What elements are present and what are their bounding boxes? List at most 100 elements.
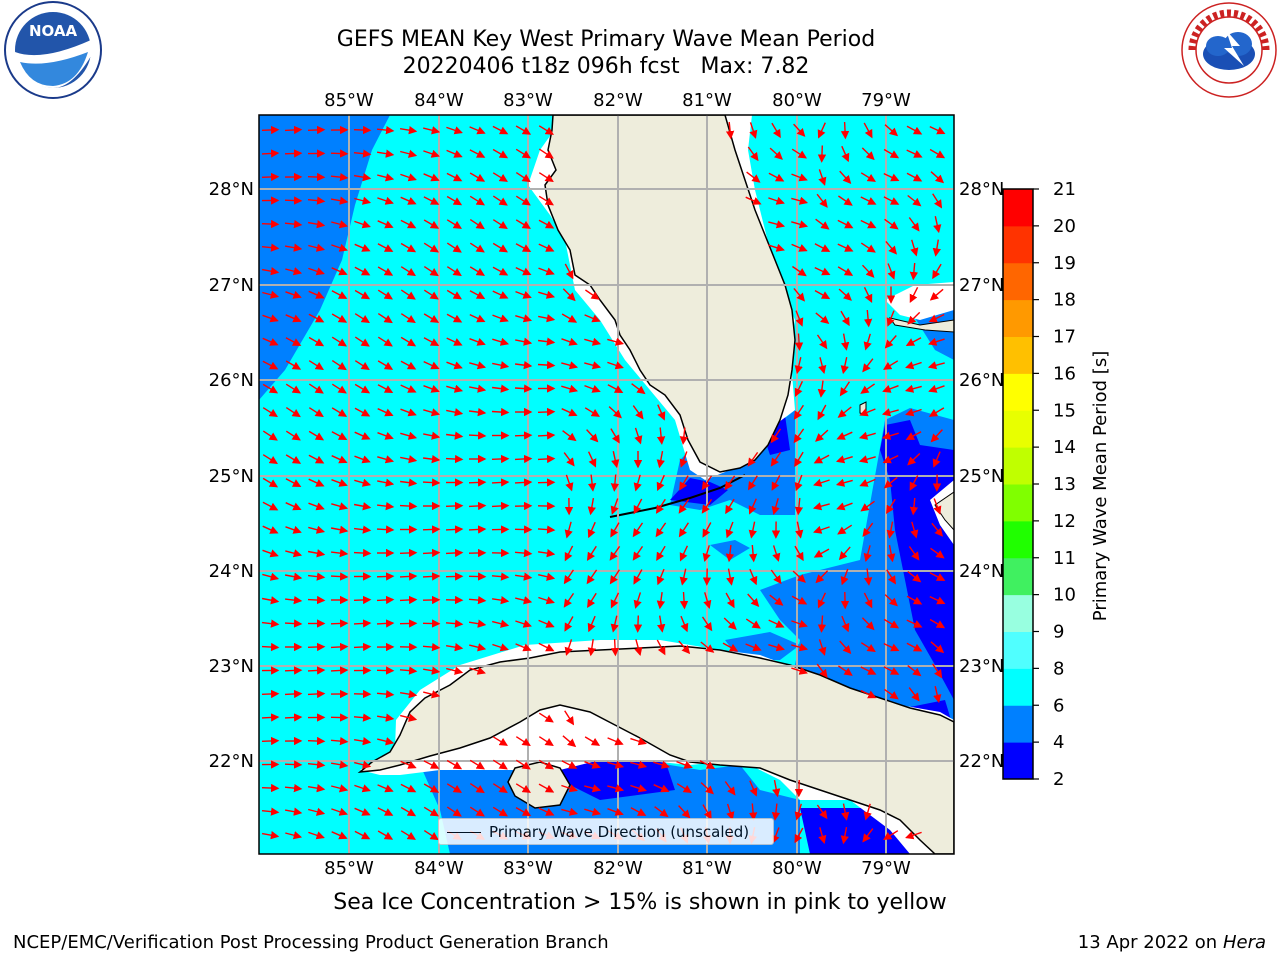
wave-arrow: [610, 522, 620, 538]
wave-arrow: [678, 640, 691, 655]
wave-arrow: [656, 545, 666, 561]
lat-labels-right: 28°N 27°N 26°N 25°N 24°N 23°N 22°N: [959, 179, 1004, 772]
wave-arrow: [400, 806, 417, 817]
wave-arrow: [929, 618, 946, 629]
wave-arrow: [817, 122, 826, 139]
wave-arrow: [308, 807, 326, 816]
wave-arrow: [907, 452, 921, 466]
wave-arrow: [377, 384, 394, 393]
colorbar-tick-label: 17: [1053, 327, 1076, 348]
wave-arrow: [768, 619, 785, 628]
wave-arrow: [492, 384, 510, 393]
wave-arrow: [377, 243, 394, 252]
wave-arrow: [863, 592, 873, 609]
wave-arrow: [515, 643, 532, 652]
wave-arrow: [330, 760, 349, 769]
wave-arrow: [883, 360, 899, 370]
wave-arrow: [308, 360, 324, 371]
wave-arrow: [376, 149, 395, 158]
wave-arrow: [817, 592, 827, 609]
wave-arrow: [817, 615, 827, 633]
wave-arrow: [492, 195, 508, 206]
wave-arrow: [538, 596, 555, 605]
wave-arrow: [262, 549, 279, 558]
wave-arrow: [630, 737, 647, 746]
wave-arrow: [929, 148, 946, 159]
wave-arrow: [835, 478, 853, 487]
wave-arrow: [561, 784, 578, 793]
wave-arrow: [331, 502, 349, 511]
wave-arrow: [354, 478, 372, 487]
wave-arrow: [886, 310, 895, 327]
wave-arrow: [446, 361, 463, 370]
wave-arrow: [515, 266, 532, 276]
wave-arrow: [587, 521, 596, 539]
wave-arrow: [630, 807, 647, 816]
wave-arrow: [817, 145, 827, 163]
wave-arrow: [354, 313, 370, 324]
wave-arrow: [261, 267, 280, 276]
wave-arrow: [423, 313, 440, 323]
wave-arrow: [423, 173, 440, 182]
wave-arrow: [446, 266, 462, 277]
wave-arrow: [261, 689, 280, 699]
wave-arrow: [331, 336, 347, 347]
wave-arrow: [399, 666, 418, 675]
wave-arrow: [859, 408, 876, 417]
wave-arrow: [561, 384, 579, 393]
wave-arrow: [657, 404, 666, 421]
wave-arrow: [469, 290, 486, 299]
colorbar-tick-label: 19: [1053, 253, 1076, 274]
wave-arrow: [908, 217, 920, 232]
wave-arrow: [883, 618, 900, 629]
wave-arrow: [307, 642, 326, 652]
colorbar-segment: [1003, 373, 1033, 411]
wave-arrow: [538, 783, 555, 793]
wave-arrow: [584, 314, 601, 323]
colorbar-segment: [1003, 668, 1033, 706]
wave-arrow: [794, 497, 804, 516]
wave-arrow: [423, 242, 439, 253]
wave-arrow: [469, 266, 485, 276]
wave-arrow: [793, 123, 806, 137]
wave-arrow: [771, 827, 780, 844]
wave-arrow: [768, 220, 786, 229]
wave-arrow: [814, 289, 831, 300]
lat-label-left: 26°N: [209, 370, 254, 391]
wave-arrow: [469, 172, 486, 182]
wave-arrow: [768, 243, 785, 252]
wave-arrow: [584, 407, 600, 417]
wave-arrow: [515, 596, 533, 605]
wave-arrow: [307, 736, 326, 746]
wave-arrow: [863, 333, 872, 351]
wave-arrow: [747, 475, 758, 491]
wave-arrow: [679, 475, 689, 491]
wave-arrow: [725, 592, 735, 609]
wave-arrow: [377, 737, 395, 746]
wave-arrow: [813, 478, 830, 487]
wave-arrow: [538, 195, 554, 206]
wave-arrow: [331, 243, 348, 252]
wave-arrow: [377, 455, 395, 464]
wave-arrow: [284, 807, 303, 816]
wave-arrow: [745, 618, 761, 629]
wave-arrow: [538, 759, 554, 770]
wave-arrow: [492, 806, 508, 817]
wave-arrow: [563, 593, 575, 608]
land-grand-bahama: [888, 317, 954, 333]
noaa-logo-icon: NOAA: [4, 1, 102, 99]
wave-arrow: [609, 569, 620, 585]
wave-arrow: [883, 642, 900, 652]
wave-arrow: [261, 219, 280, 229]
wave-arrow: [886, 521, 895, 539]
wave-arrow: [446, 408, 464, 417]
lat-label-right: 25°N: [959, 466, 1004, 487]
wave-arrow: [632, 522, 644, 538]
wave-arrow: [423, 337, 440, 346]
wave-arrow: [791, 196, 809, 205]
wave-arrow: [883, 196, 900, 205]
colorbar: 2 4 6 8 9 10 11 12 13 14 15 16 17 18 19 20 21: [1002, 179, 1076, 790]
wave-arrow: [678, 498, 690, 514]
wave-arrow: [262, 501, 279, 511]
wave-arrow: [838, 546, 851, 561]
